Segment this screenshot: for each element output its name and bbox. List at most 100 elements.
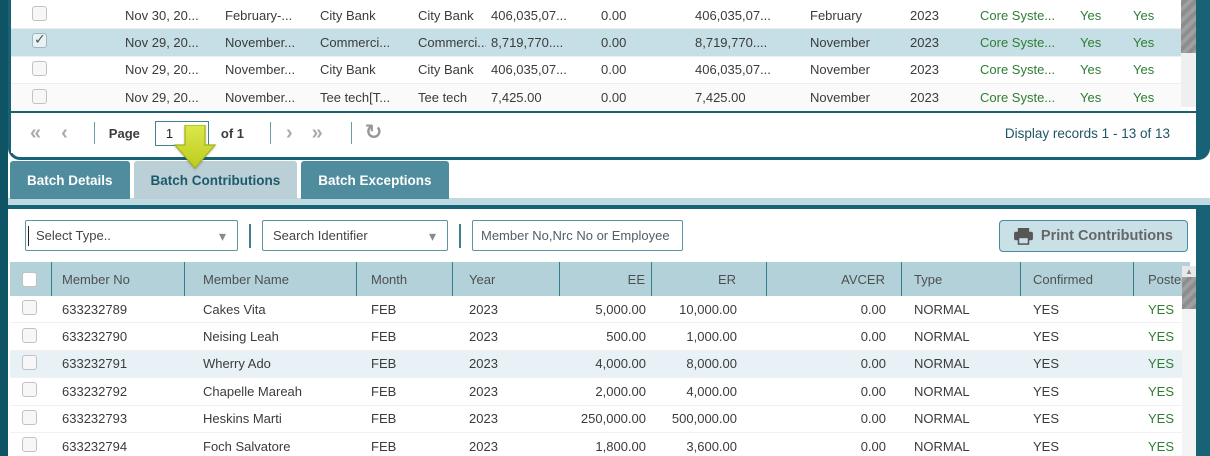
prev-page-button[interactable]: ‹ bbox=[61, 122, 68, 145]
er-amount-cell: 500,000.00 bbox=[671, 411, 737, 427]
header-member-name[interactable]: Member Name bbox=[185, 262, 357, 296]
member-search-input[interactable] bbox=[472, 220, 683, 251]
flag-yes-cell: Yes bbox=[1080, 7, 1102, 23]
member-no-cell: 633232791 bbox=[62, 356, 128, 372]
batch-list-rows: Nov 30, 20... February-... City Bank Cit… bbox=[11, 0, 1181, 112]
ee-amount-cell: 1,800.00 bbox=[595, 438, 646, 454]
table-row[interactable]: 633232791 Wherry Ado FEB 2023 4,000.00 8… bbox=[10, 350, 1190, 379]
avcer-amount-cell: 0.00 bbox=[860, 301, 886, 317]
table-row[interactable]: Nov 30, 20... February-... City Bank Cit… bbox=[11, 2, 1181, 30]
confirmed-cell: YES bbox=[1033, 301, 1060, 317]
batch-period-cell: February-... bbox=[225, 7, 293, 23]
confirmed-cell: YES bbox=[1033, 329, 1060, 345]
avcer-amount-cell: 0.00 bbox=[860, 329, 886, 345]
header-member-no[interactable]: Member No bbox=[52, 262, 185, 296]
records-count-text: Display records 1 - 13 of 13 bbox=[1004, 125, 1170, 141]
row-checkbox-cell bbox=[10, 409, 52, 428]
header-er[interactable]: ER bbox=[652, 262, 767, 296]
text-cursor bbox=[28, 226, 29, 246]
search-identifier-value: Search Identifier bbox=[273, 228, 368, 243]
member-no-cell: 633232793 bbox=[62, 411, 128, 427]
row-checkbox[interactable] bbox=[22, 300, 37, 316]
yellow-pointer-arrow bbox=[173, 125, 217, 169]
table-row[interactable]: 633232794 Foch Salvatore FEB 2023 1,800.… bbox=[10, 432, 1190, 456]
member-no-cell: 633232790 bbox=[62, 329, 128, 345]
tabs-bottom-strip bbox=[8, 198, 1210, 205]
month-cell: FEB bbox=[371, 411, 397, 427]
month-cell: FEB bbox=[371, 383, 397, 399]
search-identifier-dropdown[interactable]: Search Identifier ▾ bbox=[262, 220, 448, 251]
print-button-label: Print Contributions bbox=[1040, 228, 1173, 244]
header-ee[interactable]: EE bbox=[560, 262, 652, 296]
header-posted[interactable]: Posted bbox=[1148, 271, 1189, 287]
tab[interactable]: Batch Exceptions bbox=[301, 161, 449, 199]
tab[interactable]: Batch Contributions bbox=[133, 161, 298, 199]
source-cell: Core Syste... bbox=[980, 7, 1056, 23]
batch-date-cell: Nov 29, 20... bbox=[125, 62, 199, 78]
row-checkbox[interactable] bbox=[22, 409, 37, 425]
row-checkbox-cell bbox=[11, 60, 118, 79]
bank-name-cell: City Bank bbox=[320, 7, 376, 23]
scrollbar-thumb[interactable] bbox=[1182, 277, 1196, 309]
bank-name-cell: Tee tech[T... bbox=[320, 90, 391, 106]
table-row[interactable]: 633232790 Neising Leah FEB 2023 500.00 1… bbox=[10, 323, 1190, 351]
last-page-button[interactable]: » bbox=[311, 122, 323, 145]
row-checkbox[interactable] bbox=[32, 88, 47, 104]
next-page-button[interactable]: › bbox=[286, 122, 293, 145]
first-page-button[interactable]: « bbox=[30, 122, 42, 145]
ee-amount-cell: 250,000.00 bbox=[580, 411, 646, 427]
print-contributions-button[interactable]: Print Contributions bbox=[998, 220, 1188, 252]
bank-name-2-cell: Tee tech bbox=[418, 90, 468, 106]
header-type[interactable]: Type bbox=[902, 262, 1021, 296]
table-row[interactable]: Nov 29, 20... November... City Bank City… bbox=[11, 56, 1181, 84]
table-row[interactable]: Nov 29, 20... November... Tee tech[T... … bbox=[11, 83, 1181, 112]
year-cell: 2023 bbox=[469, 301, 498, 317]
row-checkbox[interactable] bbox=[32, 6, 47, 22]
flag-yes-cell: Yes bbox=[1080, 62, 1102, 78]
zero-amount-cell: 0.00 bbox=[601, 7, 627, 23]
row-checkbox-cell bbox=[10, 327, 52, 346]
type-cell: NORMAL bbox=[914, 411, 970, 427]
header-confirmed[interactable]: Confirmed bbox=[1021, 262, 1134, 296]
header-avcer[interactable]: AVCER bbox=[767, 262, 902, 296]
er-amount-cell: 8,000.00 bbox=[686, 356, 737, 372]
header-year[interactable]: Year bbox=[453, 262, 560, 296]
table-row[interactable]: 633232792 Chapelle Mareah FEB 2023 2,000… bbox=[10, 378, 1190, 406]
table-row[interactable]: 633232793 Heskins Marti FEB 2023 250,000… bbox=[10, 405, 1190, 433]
select-type-dropdown[interactable]: Select Type.. ▾ bbox=[25, 220, 238, 251]
row-checkbox-cell bbox=[10, 382, 52, 400]
ee-amount-cell: 4,000.00 bbox=[595, 356, 646, 372]
batch-contributions-panel: Select Type.. ▾ Search Identifier ▾ Prin… bbox=[8, 205, 1210, 456]
bank-name-cell: Commerci... bbox=[320, 34, 391, 50]
scrollbar-thumb[interactable] bbox=[1181, 0, 1196, 53]
batch-period-cell: November... bbox=[225, 34, 296, 50]
row-checkbox[interactable] bbox=[22, 382, 37, 398]
table-row[interactable]: Nov 29, 20... November... Commerci... Co… bbox=[11, 29, 1181, 57]
month-cell: November bbox=[810, 62, 870, 78]
toolbar-separator bbox=[459, 223, 461, 248]
table-row[interactable]: 633232789 Cakes Vita FEB 2023 5,000.00 1… bbox=[10, 296, 1190, 324]
row-checkbox[interactable] bbox=[22, 327, 37, 343]
flag-yes-cell: Yes bbox=[1080, 34, 1102, 50]
confirmed-cell: YES bbox=[1033, 438, 1060, 454]
row-checkbox[interactable] bbox=[22, 437, 37, 453]
refresh-icon[interactable]: ↻ bbox=[364, 121, 383, 145]
er-amount-cell: 4,000.00 bbox=[686, 383, 737, 399]
header-month[interactable]: Month bbox=[357, 262, 453, 296]
avcer-amount-cell: 0.00 bbox=[860, 411, 886, 427]
row-checkbox[interactable] bbox=[32, 60, 47, 76]
select-all-checkbox[interactable] bbox=[22, 271, 37, 287]
year-cell: 2023 bbox=[910, 34, 939, 50]
select-all-checkbox-cell bbox=[10, 262, 52, 296]
year-cell: 2023 bbox=[910, 90, 939, 106]
row-checkbox[interactable] bbox=[22, 354, 37, 370]
contributions-scrollbar[interactable]: ▲ bbox=[1182, 266, 1196, 456]
confirmed-cell: YES bbox=[1033, 411, 1060, 427]
pager-separator bbox=[93, 122, 95, 145]
scrollbar-up-arrow[interactable]: ▲ bbox=[1182, 266, 1196, 277]
row-checkbox[interactable] bbox=[32, 33, 47, 49]
row-checkbox-cell bbox=[11, 88, 118, 107]
batch-list-scrollbar[interactable] bbox=[1181, 0, 1196, 107]
tab[interactable]: Batch Details bbox=[10, 161, 130, 199]
